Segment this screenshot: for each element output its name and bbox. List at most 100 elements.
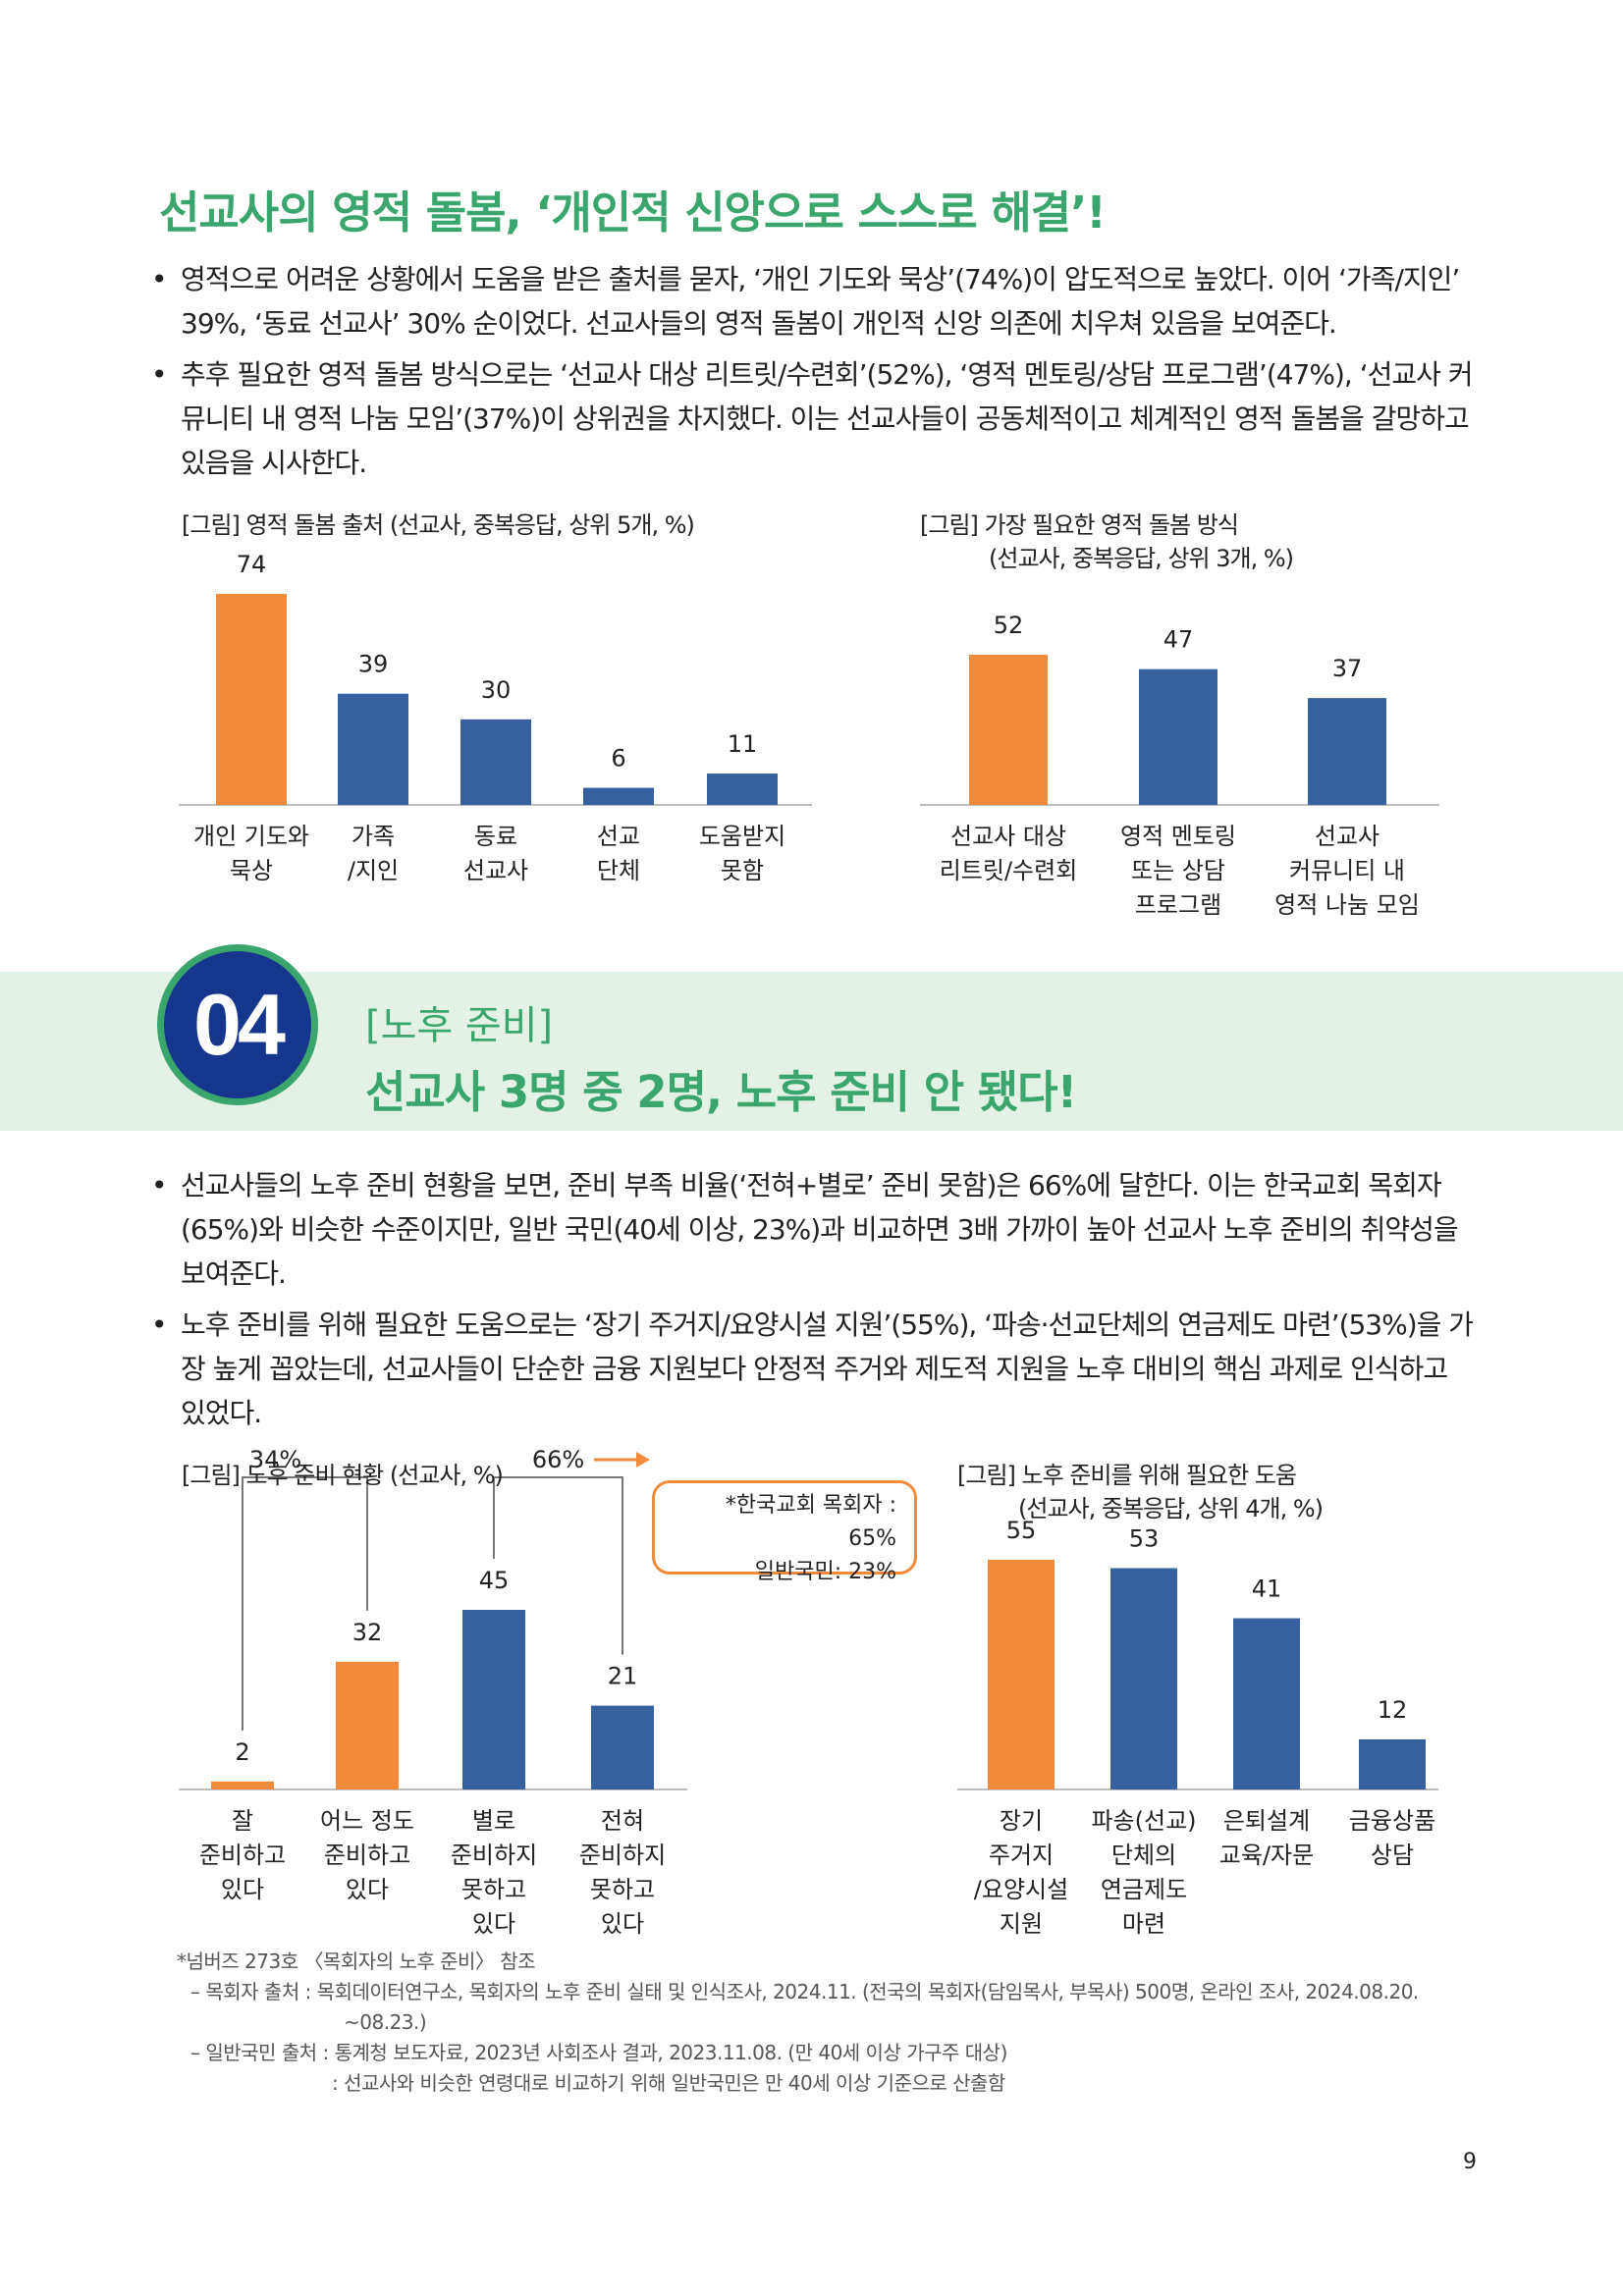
footnotes: *넘버즈 273호 〈목회자의 노후 준비〉 참조 – 목회자 출처 : 목회데… bbox=[177, 1947, 1419, 2099]
category-label: /요양시설 bbox=[974, 1876, 1068, 1903]
category-label: 프로그램 bbox=[1135, 891, 1221, 919]
data-label: 41 bbox=[1252, 1575, 1282, 1603]
bullet-item: • 추후 필요한 영적 돌봄 방식으로는 ‘선교사 대상 리트릿/수련회’(52%… bbox=[151, 358, 1474, 479]
category-label: 동료 bbox=[474, 823, 517, 850]
category-label: 못함 bbox=[721, 857, 764, 884]
chart-title: [그림] 노후 준비를 위해 필요한 도움 bbox=[957, 1462, 1297, 1489]
data-label: 21 bbox=[608, 1663, 638, 1690]
data-label: 39 bbox=[358, 651, 389, 678]
category-label: 있다 bbox=[601, 1910, 644, 1938]
chart-subtitle: (선교사, 중복응답, 상위 3개, %) bbox=[989, 545, 1294, 572]
data-label: 32 bbox=[352, 1619, 383, 1646]
category-label: 단체의 bbox=[1111, 1842, 1176, 1869]
category-label: 있다 bbox=[221, 1876, 264, 1903]
category-label: 잘 bbox=[232, 1807, 253, 1835]
category-label: 못하고 bbox=[461, 1876, 526, 1903]
footnote-line: ~08.23.) bbox=[344, 2010, 427, 2034]
bullet-text: 추후 필요한 영적 돌봄 방식으로는 ‘선교사 대상 리트릿/수련회’(52%)… bbox=[181, 358, 1474, 479]
data-label: 53 bbox=[1129, 1525, 1160, 1553]
category-label: 또는 상담 bbox=[1131, 857, 1225, 884]
data-label: 45 bbox=[479, 1567, 510, 1594]
category-label: 가족 bbox=[352, 823, 395, 850]
data-label: 55 bbox=[1006, 1517, 1037, 1544]
category-label: 전혀 bbox=[601, 1807, 644, 1835]
category-label: 커뮤니티 내 bbox=[1289, 857, 1405, 884]
bar bbox=[707, 774, 778, 805]
category-label: 은퇴설계 bbox=[1223, 1807, 1310, 1835]
category-label: 못하고 bbox=[590, 1876, 655, 1903]
category-label: 마련 bbox=[1122, 1910, 1165, 1938]
category-label: 연금제도 bbox=[1101, 1876, 1187, 1903]
category-label: 개인 기도와 bbox=[193, 823, 309, 850]
category-label: 선교사 bbox=[463, 857, 528, 884]
callout-arrow-head bbox=[636, 1452, 650, 1468]
chart-title: [그림] 노후 준비 현황 (선교사, %) bbox=[182, 1462, 504, 1489]
category-label: 교육/자문 bbox=[1219, 1842, 1314, 1869]
bar bbox=[462, 1610, 525, 1789]
data-label: 12 bbox=[1378, 1696, 1408, 1724]
section2-bullets: • 선교사들의 노후 준비 현황을 보면, 준비 부족 비율(‘전혀+별로’ 준비… bbox=[147, 1163, 1478, 1442]
bar bbox=[216, 594, 287, 805]
chart-subtitle: (선교사, 중복응답, 상위 4개, %) bbox=[1018, 1495, 1324, 1522]
bar bbox=[338, 693, 408, 805]
footnote-line: – 일반국민 출처 : 통계청 보도자료, 2023년 사회조사 결과, 202… bbox=[190, 2041, 1007, 2064]
footnote-line: : 선교사와 비슷한 연령대로 비교하기 위해 일반국민은 만 40세 이상 기… bbox=[332, 2071, 1005, 2095]
bar bbox=[211, 1781, 274, 1789]
category-label: 영적 멘토링 bbox=[1120, 823, 1236, 850]
section-title: 선교사 3명 중 2명, 노후 준비 안 됐다! bbox=[365, 1066, 1077, 1118]
chart-title: [그림] 영적 돌봄 출처 (선교사, 중복응답, 상위 5개, %) bbox=[182, 511, 695, 539]
section-number: 04 bbox=[193, 976, 286, 1073]
category-label: 별로 bbox=[472, 1807, 515, 1835]
data-label: 47 bbox=[1163, 626, 1194, 654]
bar bbox=[1308, 698, 1386, 805]
category-label: 도움받지 bbox=[699, 823, 785, 850]
category-label: 지원 bbox=[1000, 1910, 1043, 1938]
section-heading: 선교사의 영적 돌봄, ‘개인적 신앙으로 스스로 해결’! bbox=[159, 187, 1107, 239]
callout-line: 일반국민: 23% bbox=[754, 1560, 896, 1584]
category-label: 어느 정도 bbox=[320, 1807, 414, 1835]
category-label: /지인 bbox=[348, 857, 399, 884]
bar bbox=[336, 1661, 399, 1789]
footnote-line: *넘버즈 273호 〈목회자의 노후 준비〉 참조 bbox=[177, 1949, 536, 1973]
category-label: 금융상품 bbox=[1349, 1807, 1435, 1835]
bar bbox=[969, 655, 1048, 805]
bar bbox=[1139, 668, 1217, 805]
category-label: 준비하지 bbox=[579, 1842, 666, 1869]
data-label: 11 bbox=[728, 730, 758, 758]
category-label: 선교사 bbox=[1315, 823, 1380, 850]
group-bracket bbox=[493, 1476, 623, 1655]
bar bbox=[460, 719, 531, 805]
data-label: 6 bbox=[611, 745, 625, 773]
data-label: 2 bbox=[235, 1738, 249, 1766]
bar bbox=[583, 787, 654, 805]
footnote-line: – 목회자 출처 : 목회데이터연구소, 목회자의 노후 준비 실태 및 인식조… bbox=[190, 1980, 1419, 2003]
page-number: 9 bbox=[1463, 2150, 1477, 2174]
bar bbox=[1110, 1568, 1177, 1789]
category-label: 선교사 대상 bbox=[950, 823, 1066, 850]
bar bbox=[988, 1560, 1055, 1789]
bullet-text: 노후 준비를 위해 필요한 도움으로는 ‘장기 주거지/요양시설 지원’(55%… bbox=[181, 1308, 1474, 1429]
bullet-text: 선교사들의 노후 준비 현황을 보면, 준비 부족 비율(‘전혀+별로’ 준비 … bbox=[181, 1169, 1459, 1290]
category-label: 단체 bbox=[597, 857, 640, 884]
group-label: 66% bbox=[532, 1446, 584, 1473]
category-label: 묵상 bbox=[230, 857, 273, 884]
comparison-callout: *한국교회 목회자 : 65% 일반국민: 23% bbox=[652, 1480, 917, 1584]
category-label: 장기 bbox=[1000, 1807, 1043, 1835]
group-label: 34% bbox=[249, 1446, 301, 1473]
category-label: 리트릿/수련회 bbox=[940, 857, 1078, 884]
bar bbox=[1359, 1738, 1426, 1789]
category-label: 있다 bbox=[346, 1876, 389, 1903]
category-label: 준비하지 bbox=[451, 1842, 537, 1869]
data-label: 74 bbox=[237, 551, 267, 578]
data-label: 52 bbox=[994, 612, 1024, 639]
bar bbox=[1233, 1618, 1300, 1789]
bullet-item: • 선교사들의 노후 준비 현황을 보면, 준비 부족 비율(‘전혀+별로’ 준비… bbox=[151, 1169, 1459, 1290]
category-label: 상담 bbox=[1371, 1842, 1414, 1869]
category-label: 영적 나눔 모임 bbox=[1274, 891, 1420, 919]
category-label: 있다 bbox=[472, 1910, 515, 1938]
bullet-item: • 영적으로 어려운 상황에서 도움을 받은 출처를 묻자, ‘개인 기도와 묵상… bbox=[151, 263, 1460, 340]
category-label: 준비하고 bbox=[199, 1842, 286, 1869]
callout-line: *한국교회 목회자 : 65% bbox=[725, 1493, 896, 1551]
data-label: 37 bbox=[1332, 655, 1363, 682]
